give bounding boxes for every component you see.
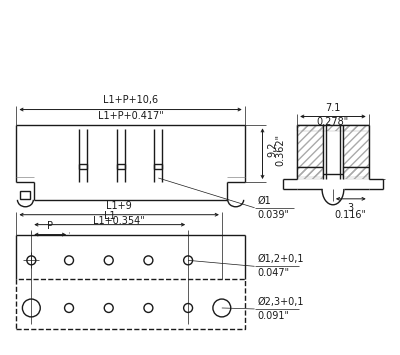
Text: 9,2: 9,2 bbox=[268, 142, 278, 158]
Bar bbox=[297, 125, 369, 131]
Bar bbox=[343, 167, 369, 177]
Bar bbox=[343, 125, 369, 179]
Text: 0.278": 0.278" bbox=[317, 118, 349, 127]
Bar bbox=[20, 191, 30, 199]
Text: L1+0.354": L1+0.354" bbox=[93, 216, 145, 226]
Text: 0.039": 0.039" bbox=[258, 210, 290, 220]
Text: 7.1: 7.1 bbox=[325, 103, 341, 113]
Bar bbox=[297, 125, 323, 179]
Text: 0.362": 0.362" bbox=[276, 133, 286, 166]
Text: 0.091": 0.091" bbox=[258, 311, 290, 321]
Text: Ø1,2+0,1: Ø1,2+0,1 bbox=[258, 254, 304, 264]
Text: Ø2,3+0,1: Ø2,3+0,1 bbox=[258, 297, 304, 307]
Text: L1+P+10,6: L1+P+10,6 bbox=[103, 94, 158, 105]
Text: Ø1: Ø1 bbox=[258, 196, 271, 206]
Text: P: P bbox=[47, 220, 53, 231]
Text: L1+9: L1+9 bbox=[106, 201, 132, 211]
Bar bbox=[297, 167, 323, 177]
Bar bbox=[16, 279, 245, 329]
Text: 0.116": 0.116" bbox=[335, 210, 367, 220]
Text: L1: L1 bbox=[104, 211, 116, 221]
Text: L1+P+0.417": L1+P+0.417" bbox=[98, 110, 164, 121]
Text: 0.047": 0.047" bbox=[258, 268, 290, 278]
Text: 3: 3 bbox=[348, 203, 354, 213]
